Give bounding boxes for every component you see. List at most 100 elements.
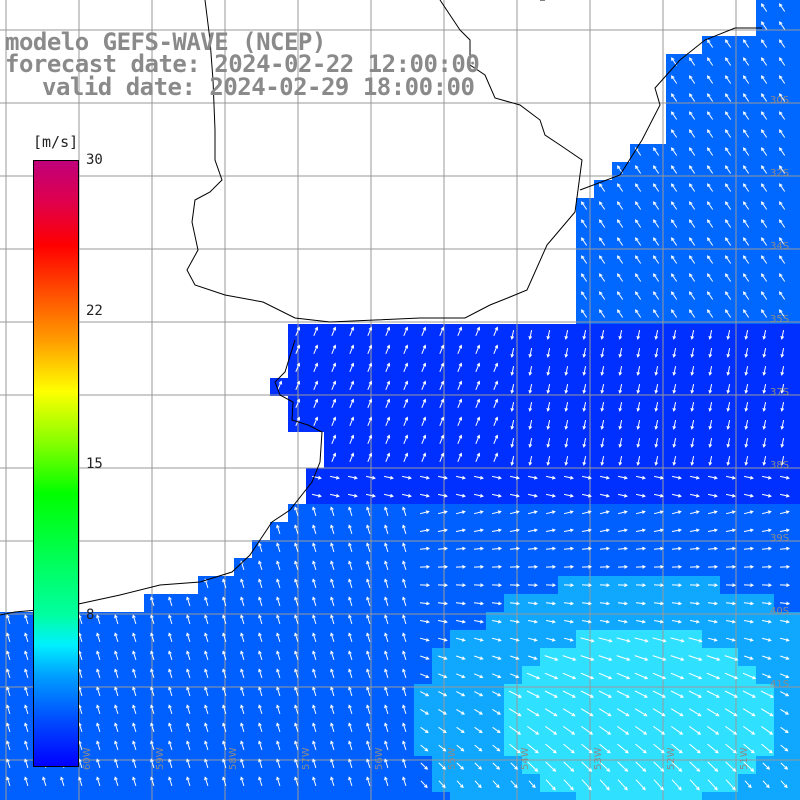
wind-arrow [258, 758, 263, 769]
wind-arrow [689, 565, 701, 569]
wind-arrow [762, 619, 772, 624]
wind-arrow [528, 437, 533, 448]
wind-arrow [725, 129, 732, 138]
wind-arrow [438, 619, 448, 624]
wind-arrow [294, 740, 299, 751]
wind-arrow [491, 475, 502, 480]
wind-arrow [493, 362, 499, 372]
wind-arrow [654, 401, 659, 412]
wind-arrow [690, 455, 695, 466]
wind-arrow [760, 708, 774, 717]
wind-arrow [599, 761, 611, 772]
wind-arrow [599, 725, 612, 735]
wind-cell [630, 792, 648, 800]
wind-arrow [132, 632, 137, 643]
colorbar-tick-8: 8 [86, 607, 95, 623]
wind-arrow [312, 740, 317, 751]
wind-arrow [475, 416, 481, 426]
wind-arrow [743, 309, 750, 318]
wind-arrow [725, 165, 732, 174]
wind-arrow [689, 779, 700, 791]
wind-arrow [419, 493, 430, 498]
wind-cell [792, 468, 800, 486]
wind-arrow [708, 437, 713, 448]
wind-arrow [384, 524, 389, 535]
wind-arrow [240, 704, 245, 715]
wind-arrow [635, 601, 647, 606]
wind-arrow [635, 528, 646, 533]
wind-arrow [24, 704, 29, 715]
wind-arrow [689, 475, 700, 480]
wind-arrow [726, 329, 731, 340]
wind-arrow [744, 419, 749, 430]
wind-cell [792, 216, 800, 234]
wind-arrow [276, 596, 281, 607]
wind-arrow [527, 493, 538, 498]
wind-arrow [527, 601, 539, 606]
wind-cell [702, 792, 720, 800]
wind-arrow [582, 437, 587, 448]
wind-arrow [366, 560, 371, 571]
wind-arrow [528, 655, 538, 660]
wind-arrow [294, 686, 299, 697]
wind-arrow [222, 632, 227, 643]
wind-arrow [526, 672, 541, 680]
wind-arrow [563, 493, 574, 498]
wind-cell [504, 792, 522, 800]
wind-arrow [385, 434, 391, 444]
wind-arrow [510, 455, 515, 466]
wind-arrow [780, 708, 789, 715]
wind-arrow [671, 129, 678, 138]
wind-arrow [276, 578, 281, 589]
wind-arrow [743, 93, 750, 102]
wind-arrow [439, 326, 445, 336]
wind-arrow [708, 383, 713, 394]
wind-arrow [708, 419, 713, 430]
colorbar-tick-30: 30 [86, 152, 103, 168]
wind-cell [792, 126, 800, 144]
wind-cell [576, 792, 594, 800]
wind-arrow [653, 779, 664, 791]
wind-arrow [635, 475, 646, 480]
wind-arrow [545, 565, 557, 569]
wind-arrow [671, 291, 678, 300]
wind-arrow [132, 650, 137, 661]
wind-arrow [509, 546, 521, 551]
wind-arrow [689, 129, 696, 138]
wind-arrow [671, 75, 678, 84]
wind-arrow [545, 493, 556, 498]
wind-arrow [617, 601, 629, 606]
wind-arrow [652, 655, 667, 661]
wind-arrow [294, 776, 299, 787]
wind-arrow [24, 686, 29, 697]
wind-arrow [564, 329, 569, 340]
wind-arrow [546, 401, 551, 412]
wind-arrow [492, 655, 502, 660]
wind-arrow [581, 725, 594, 735]
wind-arrow [258, 668, 263, 679]
wind-arrow [761, 183, 768, 192]
wind-arrow [690, 383, 695, 394]
wind-arrow [456, 726, 465, 734]
wind-arrow [563, 601, 575, 606]
wind-arrow [599, 743, 611, 754]
wind-arrow [742, 672, 757, 680]
wind-arrow [726, 401, 731, 412]
wind-arrow [258, 578, 263, 589]
wind-arrow [761, 510, 772, 515]
wind-arrow [581, 546, 593, 551]
wind-arrow [439, 416, 445, 426]
wind-arrow [508, 708, 522, 717]
wind-arrow [706, 690, 720, 698]
wind-arrow [635, 583, 647, 588]
wind-arrow [509, 637, 520, 642]
wind-arrow [725, 255, 732, 264]
wind-arrow [725, 546, 737, 551]
wind-arrow [744, 437, 749, 448]
wind-arrow [635, 273, 642, 282]
wind-cell [792, 756, 800, 774]
wind-arrow [6, 614, 11, 625]
wind-arrow [744, 401, 749, 412]
wind-arrow [707, 493, 718, 498]
wind-arrow [599, 510, 610, 515]
